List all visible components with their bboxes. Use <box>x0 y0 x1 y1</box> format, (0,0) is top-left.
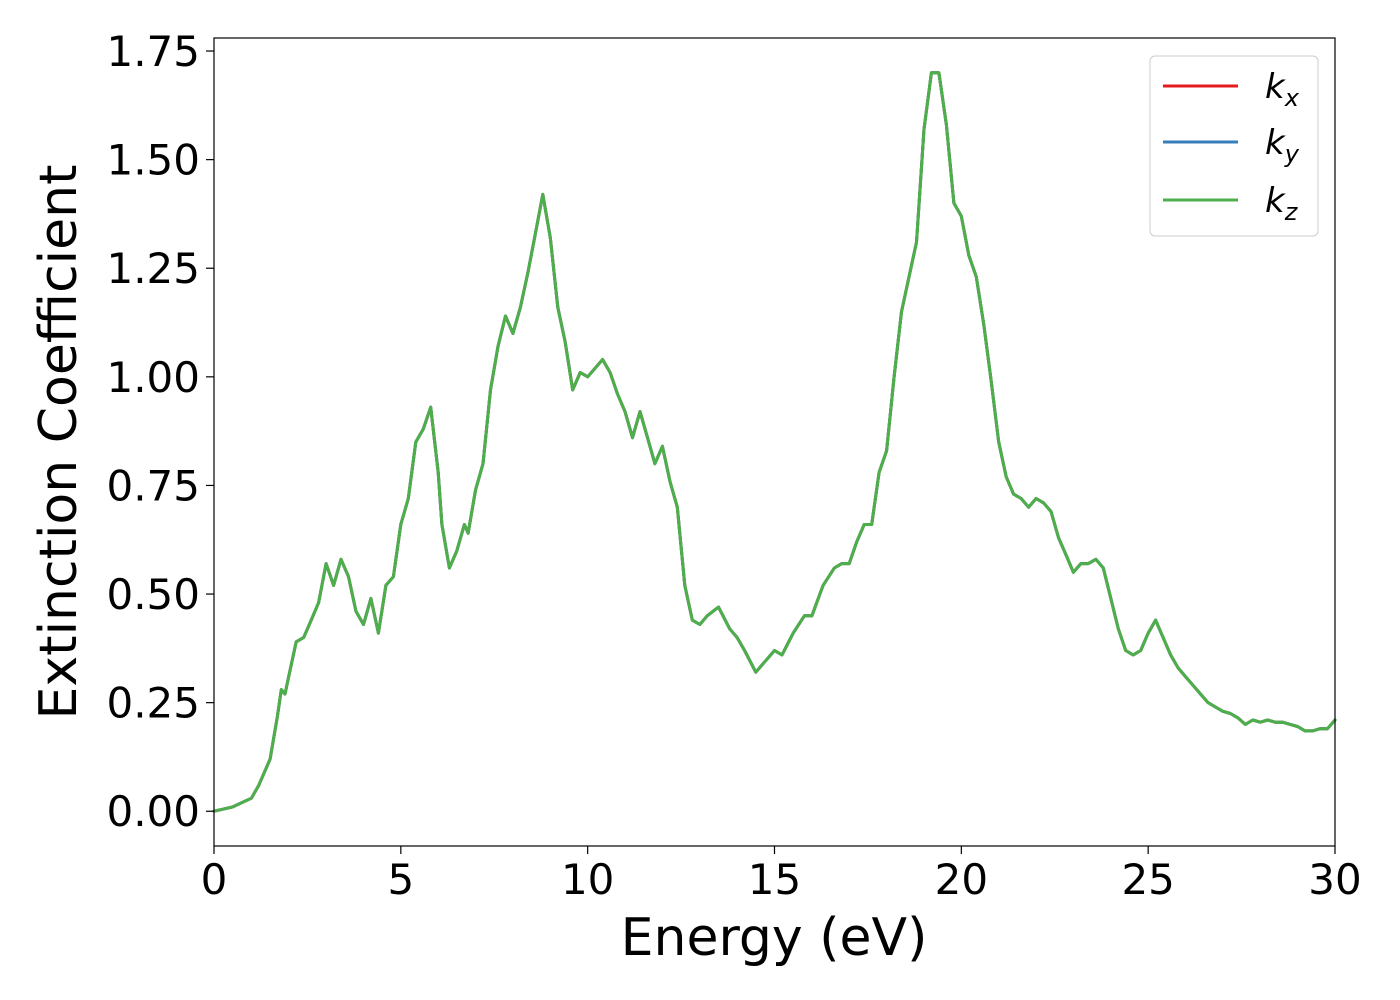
x-axis-label: Energy (eV) <box>621 908 928 968</box>
y-tick-label: 1.00 <box>106 353 200 402</box>
y-tick-label: 1.50 <box>106 136 200 185</box>
x-tick-label: 5 <box>387 855 414 904</box>
y-tick-label: 0.00 <box>106 787 200 836</box>
y-tick-label: 0.50 <box>106 570 200 619</box>
x-tick-label: 20 <box>935 855 988 904</box>
y-tick-label: 0.25 <box>106 679 200 728</box>
plot-frame <box>213 37 1336 847</box>
y-axis-label: Extinction Coefficient <box>29 165 89 720</box>
x-tick-label: 10 <box>561 855 614 904</box>
legend-label-subscript: y <box>1284 140 1300 168</box>
legend-label-subscript: z <box>1284 198 1299 226</box>
y-tick-label: 1.75 <box>106 27 200 76</box>
legend-label: kz <box>1265 181 1299 226</box>
x-tick-label: 15 <box>748 855 801 904</box>
x-tick-label: 0 <box>201 855 228 904</box>
legend-box <box>1149 55 1319 237</box>
legend-label-subscript: x <box>1284 84 1300 112</box>
x-axis-ticks: 0 5 10 15 20 25 30 <box>201 846 1362 904</box>
x-tick-label: 25 <box>1121 855 1174 904</box>
legend-label-base: k <box>1265 123 1286 163</box>
legend-label-base: k <box>1265 67 1286 107</box>
legend-label-base: k <box>1265 181 1286 221</box>
legend-label: kx <box>1265 67 1300 112</box>
y-tick-label: 1.25 <box>106 244 200 293</box>
series-line-k-z <box>212 71 1337 813</box>
legend-label: ky <box>1265 123 1300 168</box>
y-tick-label: 0.75 <box>106 461 200 510</box>
plot-area <box>212 71 1337 813</box>
x-tick-label: 30 <box>1308 855 1361 904</box>
y-axis-ticks: 0.00 0.25 0.50 0.75 1.00 1.25 1.50 1.75 <box>106 27 214 836</box>
